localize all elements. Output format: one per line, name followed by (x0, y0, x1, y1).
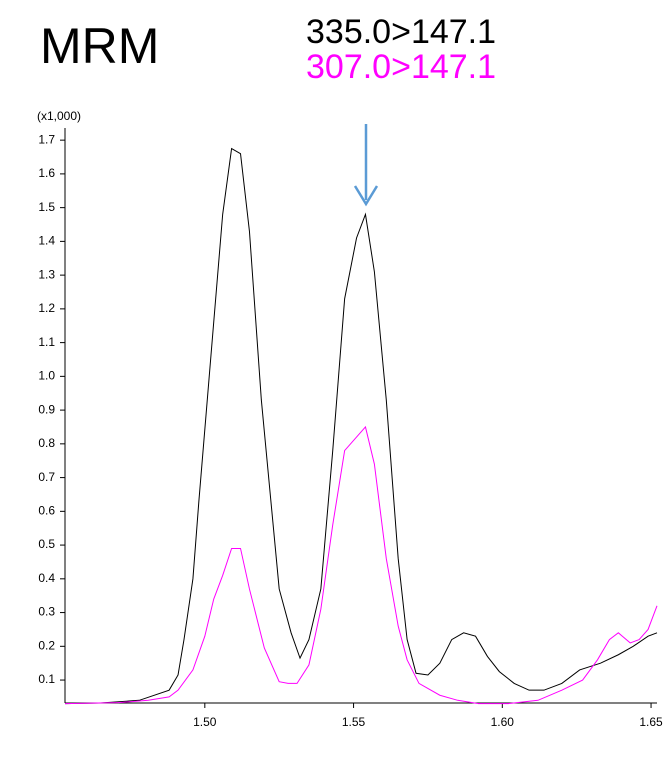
y-tick-label: 0.7 (38, 470, 55, 484)
y-tick-label: 0.3 (38, 605, 55, 619)
legend-entry: 335.0>147.1 (306, 13, 496, 51)
y-tick-label: 1.2 (38, 301, 55, 315)
y-tick-label: 1.1 (38, 335, 55, 349)
annotation-arrow (353, 124, 379, 207)
y-tick-label: 0.9 (38, 402, 55, 416)
x-tick-label: 1.65 (639, 715, 663, 729)
x-tick-label: 1.55 (342, 715, 366, 729)
y-tick-label: 1.7 (38, 132, 55, 146)
y-unit-label: (x1,000) (37, 109, 81, 123)
series-line (64, 425, 658, 705)
y-tick-label: 0.2 (38, 638, 55, 652)
y-tick-label: 0.8 (38, 436, 55, 450)
x-tick-label: 1.50 (193, 715, 217, 729)
y-tick-label: 0.1 (38, 672, 55, 686)
chart-title: MRM (40, 18, 159, 74)
y-tick-label: 0.4 (38, 571, 55, 585)
series-line (64, 147, 658, 705)
y-tick-label: 0.5 (38, 537, 55, 551)
y-tick-label: 1.4 (38, 234, 55, 248)
y-tick-label: 1.6 (38, 166, 55, 180)
y-tick-label: 1.5 (38, 200, 55, 214)
y-tick-label: 1.3 (38, 267, 55, 281)
y-tick-label: 0.6 (38, 504, 55, 518)
x-tick-label: 1.60 (491, 715, 515, 729)
y-tick-label: 1.0 (38, 369, 55, 383)
legend-entry: 307.0>147.1 (306, 48, 496, 86)
